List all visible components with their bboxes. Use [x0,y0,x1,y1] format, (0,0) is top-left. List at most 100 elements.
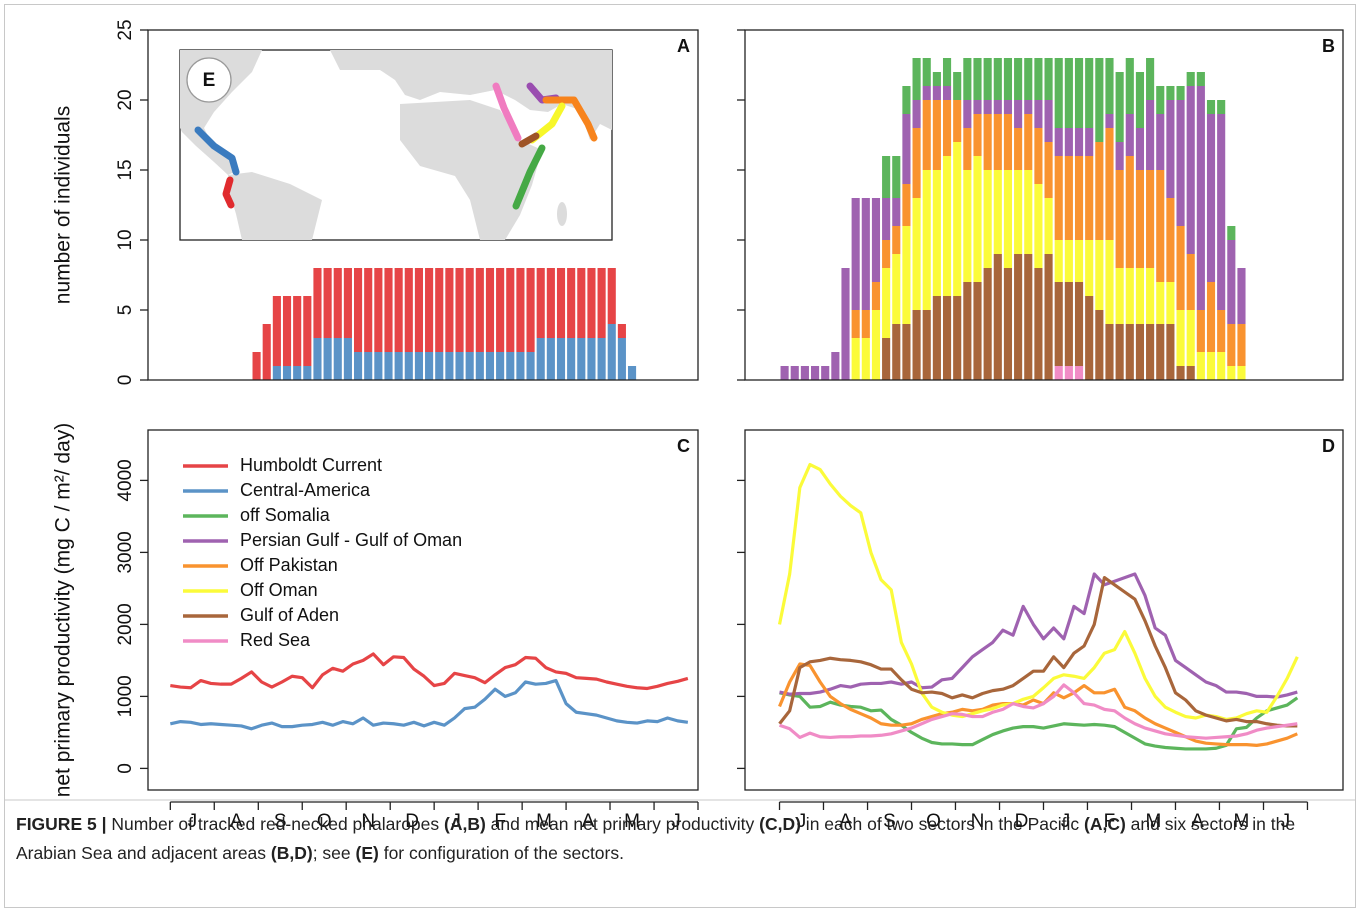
bar-segment [607,268,616,324]
plot-frame [744,429,1344,791]
bar-segment [1206,114,1216,282]
legend-label: off Somalia [240,505,331,525]
bar-segment [1156,282,1165,324]
bar-segment [1014,170,1023,254]
map-land [330,50,612,140]
bar-segment [272,296,281,366]
bar-segment [1014,128,1023,170]
bar-segment [1064,282,1073,366]
panel: C 0 1000 2000 3000 4000 net primary productivi… [52,423,699,832]
bar-segment [516,352,525,380]
data-line [170,652,689,691]
bar-segment [953,142,962,296]
bar-segment [1044,198,1053,254]
bar-segment [1034,268,1043,380]
bar-segment [1074,282,1084,366]
bar-segment [597,268,606,338]
bar-segment [577,338,586,380]
bar-segment [323,268,332,338]
bar-segment [1146,324,1155,380]
bar-segment [942,296,952,380]
bar-segment [1206,100,1216,114]
bar-segment [1064,128,1073,156]
bar-segment [1003,58,1013,100]
caption-text: and mean net primary productivity [485,814,760,834]
bar-segment [445,352,454,380]
bar-segment [282,366,292,380]
bar-segment [1227,226,1236,240]
bar-segment [892,156,901,198]
bar-segment [912,58,921,100]
bar-segment [536,338,545,380]
panel: B [737,29,1344,381]
bar-segment [790,366,799,380]
bar-segment [1054,128,1063,156]
bar-segment [1095,58,1104,142]
bar-segment [353,352,363,380]
x-tick-label: M [536,811,552,832]
bar-segment [942,86,952,100]
bar-segment [353,268,363,352]
bar-segment [587,268,596,338]
bar-segment [333,338,342,380]
bar-segment [800,366,809,380]
caption-text: Number of tracked red-necked phalaropes [106,814,445,834]
legend-label: Red Sea [240,630,311,650]
x-tick-label: O [926,811,941,832]
bar-segment [1064,366,1073,380]
caption-text: (E) [355,843,379,863]
bar-segment [1135,324,1145,380]
bar-segment [902,86,911,114]
bar-segment [942,100,952,156]
map-track [222,176,235,209]
bar-segment [983,170,992,268]
bar-segment [262,324,271,380]
bar-segment [1125,268,1134,324]
bar-segment [932,72,941,86]
bar-segment [1014,254,1023,380]
bar-segment [922,100,931,170]
legend-label: Off Oman [240,580,318,600]
bar-segment [1044,142,1053,198]
bar-segment [780,366,789,380]
bar-segment [1044,58,1053,100]
bar-segment [394,352,403,380]
caption-text: (B,D) [270,843,313,863]
bar-segment [942,58,952,86]
bar-segment [871,198,881,282]
bar-segment [303,296,312,366]
bar-segment [1146,100,1155,170]
data-line [169,678,689,731]
bar-segment [1074,240,1084,282]
bar-segment [1156,114,1165,170]
bar-segment [516,268,525,352]
bar-segment [1044,100,1053,142]
bar-segment [821,366,830,380]
y-tick-label: 0 [115,763,136,774]
bar-segment [922,58,931,86]
bar-segment [1176,366,1185,380]
bar-segment [374,268,383,352]
bar-segment [1196,352,1205,380]
bar-segment [993,114,1002,170]
bar-segment [1146,170,1155,268]
caption-text: FIGURE 5 | [16,814,107,834]
bar-segment [1166,86,1175,100]
bar-segment [922,86,931,100]
bar-segment [1105,58,1114,114]
bar-segment [384,352,393,380]
bar-segment [536,268,545,338]
plot-frame [744,29,1344,381]
bar-segment [1085,156,1094,240]
panel-label: A [677,36,690,56]
data-line [778,662,1298,747]
bar-segment [1014,100,1023,128]
bar-segment [577,268,586,338]
data-line [778,683,1298,740]
data-line [778,576,1298,728]
bar-segment [465,268,474,352]
bar-segment [1237,268,1246,324]
bar-segment [252,352,261,380]
panel-label: D [1322,436,1335,456]
